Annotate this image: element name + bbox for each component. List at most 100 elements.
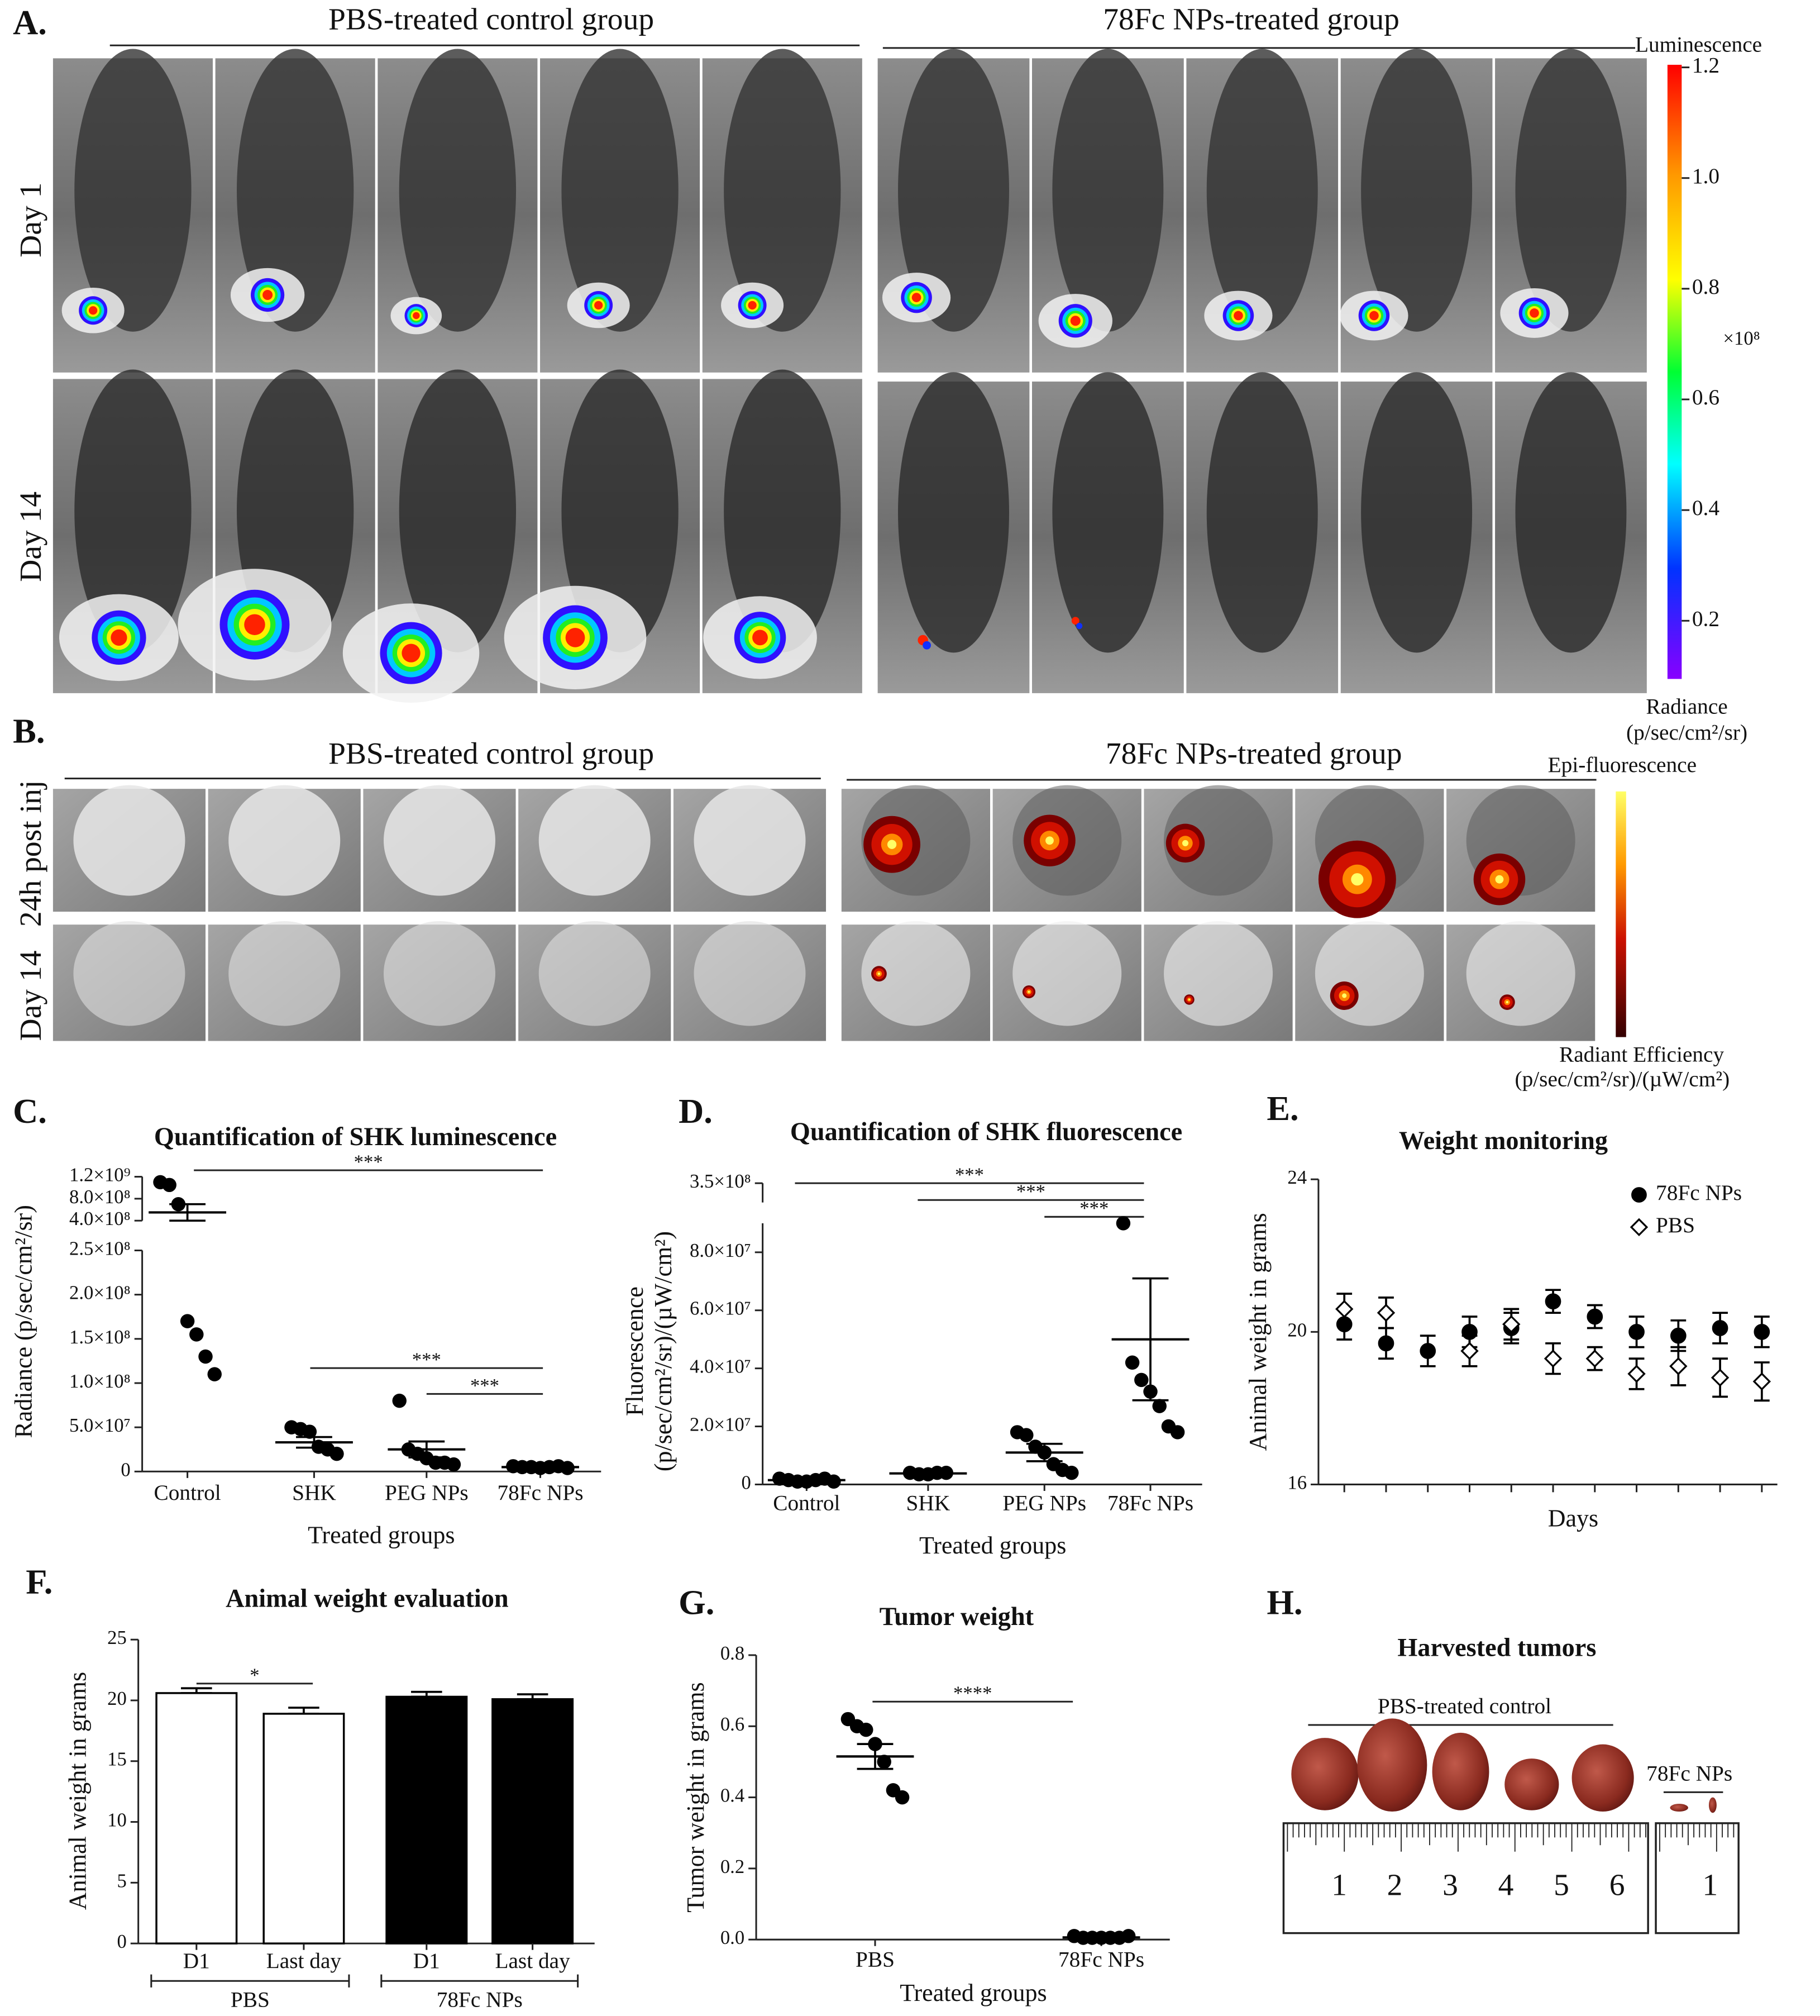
row-label: Day 14 — [13, 951, 48, 1041]
ruler-label: 6 — [1609, 1867, 1625, 1902]
legend-marker — [1631, 1187, 1647, 1203]
ruler — [1655, 1822, 1740, 1934]
signal — [1076, 622, 1083, 630]
animal — [74, 49, 192, 332]
signal — [748, 301, 757, 310]
group-header: PBS-treated control group — [328, 736, 654, 771]
error-bar — [857, 1743, 894, 1770]
signal — [887, 840, 897, 849]
signal — [594, 301, 603, 310]
animal — [1466, 921, 1575, 1026]
data-point — [189, 1327, 204, 1342]
y-tick-label: 20 — [107, 1688, 127, 1709]
animal — [399, 49, 517, 332]
animal — [538, 921, 651, 1026]
data-point — [1377, 1303, 1396, 1322]
x-axis-label: Days — [1548, 1504, 1598, 1532]
chart-title: Animal weight evaluation — [226, 1584, 509, 1613]
data-point — [1712, 1320, 1728, 1336]
group-header: PBS-treated control — [1378, 1694, 1551, 1718]
colorbar-tick-label: 0.8 — [1692, 274, 1719, 299]
y-tick-label: 10 — [107, 1809, 127, 1831]
animal — [898, 49, 1009, 332]
animal — [861, 921, 971, 1026]
animal — [399, 369, 517, 652]
group-label: PBS — [231, 1987, 270, 2012]
data-point — [1502, 1315, 1521, 1333]
animal — [1052, 49, 1164, 332]
signal — [1045, 836, 1054, 845]
animal — [73, 921, 185, 1026]
animal — [724, 49, 841, 332]
x-tick-label: PBS — [856, 1947, 895, 1972]
signal — [1369, 311, 1379, 321]
panel-title: Harvested tumors — [1397, 1633, 1596, 1662]
signal — [923, 641, 931, 650]
y-tick-label: 4.0×10⁷ — [690, 1356, 751, 1378]
ruler-label: 1 — [1331, 1867, 1347, 1902]
y-tick-label: 0.0 — [720, 1927, 744, 1948]
data-point — [877, 1755, 891, 1769]
y-tick-label: 1.5×10⁸ — [69, 1326, 131, 1348]
data-point — [1152, 1399, 1167, 1413]
data-point — [1170, 1425, 1185, 1440]
x-axis-label: Treated groups — [308, 1521, 455, 1548]
colorbar-title: Luminescence — [1635, 32, 1762, 57]
significance-label: *** — [354, 1151, 383, 1173]
data-point — [1627, 1365, 1646, 1383]
error-bar — [1083, 1936, 1120, 1939]
ruler-label: 1 — [1702, 1867, 1718, 1902]
panel-label: C. — [13, 1092, 47, 1131]
y-tick-label: 1.2×10⁹ — [69, 1164, 131, 1186]
animal — [694, 785, 806, 896]
signal — [911, 293, 921, 302]
x-tick-label: Control — [773, 1491, 840, 1515]
significance-label: *** — [1016, 1181, 1045, 1203]
signal — [1070, 316, 1081, 326]
panel-label: F. — [26, 1562, 52, 1601]
y-axis-label: Fluorescence — [621, 1286, 648, 1416]
signal — [565, 627, 585, 647]
signal — [244, 614, 265, 635]
panel-label: G. — [679, 1583, 714, 1622]
error-bar — [169, 1203, 206, 1222]
group-bracket — [150, 1974, 350, 1988]
error-bar — [910, 1471, 947, 1475]
y-axis-label: Animal weight in grams — [64, 1672, 92, 1910]
significance-label: *** — [955, 1164, 984, 1186]
x-tick-label: Last day — [495, 1948, 570, 1973]
data-point — [207, 1367, 222, 1381]
colorbar-tick-label: 0.6 — [1692, 385, 1719, 409]
legend-marker — [1630, 1218, 1649, 1237]
animal — [1315, 921, 1424, 1026]
x-axis-label: Treated groups — [919, 1532, 1066, 1559]
data-point — [1335, 1300, 1354, 1318]
animal — [898, 372, 1009, 653]
group-header: PBS-treated control group — [328, 2, 654, 36]
error-bar — [1132, 1277, 1169, 1402]
data-point — [1116, 1216, 1131, 1231]
significance-label: * — [250, 1664, 259, 1686]
signal — [1506, 1000, 1509, 1004]
animal — [1206, 49, 1318, 332]
significance-label: *** — [1079, 1198, 1109, 1219]
tumor — [1357, 1718, 1427, 1812]
legend-label: PBS — [1656, 1213, 1695, 1237]
animal — [1052, 372, 1164, 653]
y-tick-label: 0.8 — [720, 1642, 744, 1664]
signal — [1351, 873, 1364, 886]
error-bar — [522, 1465, 558, 1469]
data-point — [1378, 1335, 1394, 1352]
y-tick-label: 6.0×10⁷ — [690, 1298, 751, 1319]
panel-label: A. — [13, 3, 47, 42]
row-label: Day 1 — [13, 183, 48, 258]
chart-title: Tumor weight — [880, 1603, 1034, 1631]
colorbar — [1667, 64, 1682, 679]
bar — [491, 1698, 574, 1944]
signal — [1071, 617, 1079, 625]
y-axis-label: Radiance (p/sec/cm²/sr) — [9, 1205, 37, 1438]
ruler-label: 4 — [1498, 1867, 1514, 1902]
animal — [1206, 372, 1318, 653]
panel-label: D. — [679, 1092, 713, 1131]
colorbar-multiplier: ×10⁸ — [1723, 327, 1760, 349]
